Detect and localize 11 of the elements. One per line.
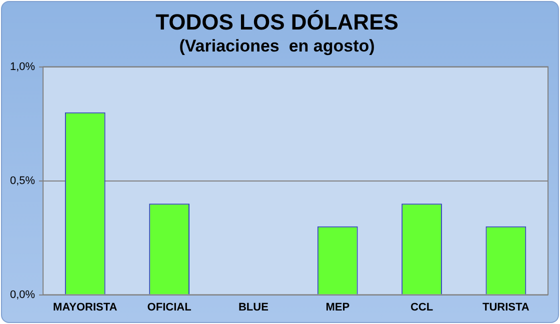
x-tick-label: CCL: [410, 301, 434, 314]
x-tick-label: MAYORISTA: [53, 301, 118, 314]
x-tick-label: TURISTA: [482, 301, 530, 314]
chart-title: TODOS LOS DÓLARES: [156, 9, 398, 34]
x-tick-label: MEP: [326, 301, 350, 314]
x-tick-label: BLUE: [238, 301, 268, 314]
x-tick-label: OFICIAL: [147, 301, 192, 314]
y-tick-label: 0,0%: [10, 288, 36, 301]
y-tick-label: 1,0%: [10, 60, 36, 73]
chart-subtitle: (Variaciones en agosto): [179, 36, 375, 56]
y-tick-label: 0,5%: [10, 174, 36, 187]
